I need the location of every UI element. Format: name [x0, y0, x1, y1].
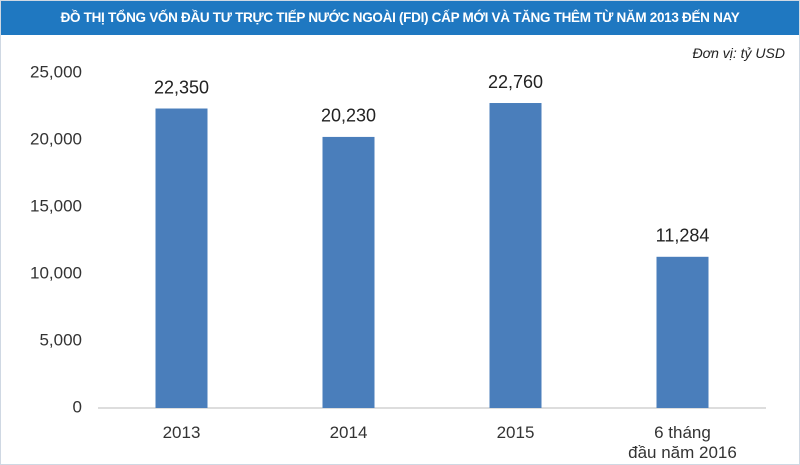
y-tick-label: 25,000: [30, 62, 82, 81]
chart-subtitle: Đơn vị: tỷ USD: [692, 45, 785, 61]
bar: [489, 103, 542, 409]
chart-title: ĐỒ THỊ TỔNG VỐN ĐẦU TƯ TRỰC TIẾP NƯỚC NG…: [1, 1, 799, 35]
x-tick-label: 2013: [162, 423, 201, 442]
y-tick-label: 15,000: [30, 196, 82, 215]
value-label: 22,760: [488, 72, 543, 92]
bar: [656, 256, 709, 408]
bar: [155, 108, 208, 408]
x-tick-label: 2015: [496, 423, 535, 442]
value-label: 11,284: [656, 226, 710, 246]
y-tick-label: 10,000: [30, 263, 82, 282]
y-tick-label: 0: [73, 397, 82, 416]
x-tick-label: 6 tháng đầu năm 2016: [628, 423, 737, 462]
bar: [322, 136, 375, 408]
y-tick-label: 5,000: [39, 330, 82, 349]
y-tick-label: 20,000: [30, 129, 82, 148]
value-label: 20,230: [321, 106, 376, 126]
value-label: 22,350: [154, 77, 209, 97]
x-tick-label: 2014: [329, 423, 368, 442]
